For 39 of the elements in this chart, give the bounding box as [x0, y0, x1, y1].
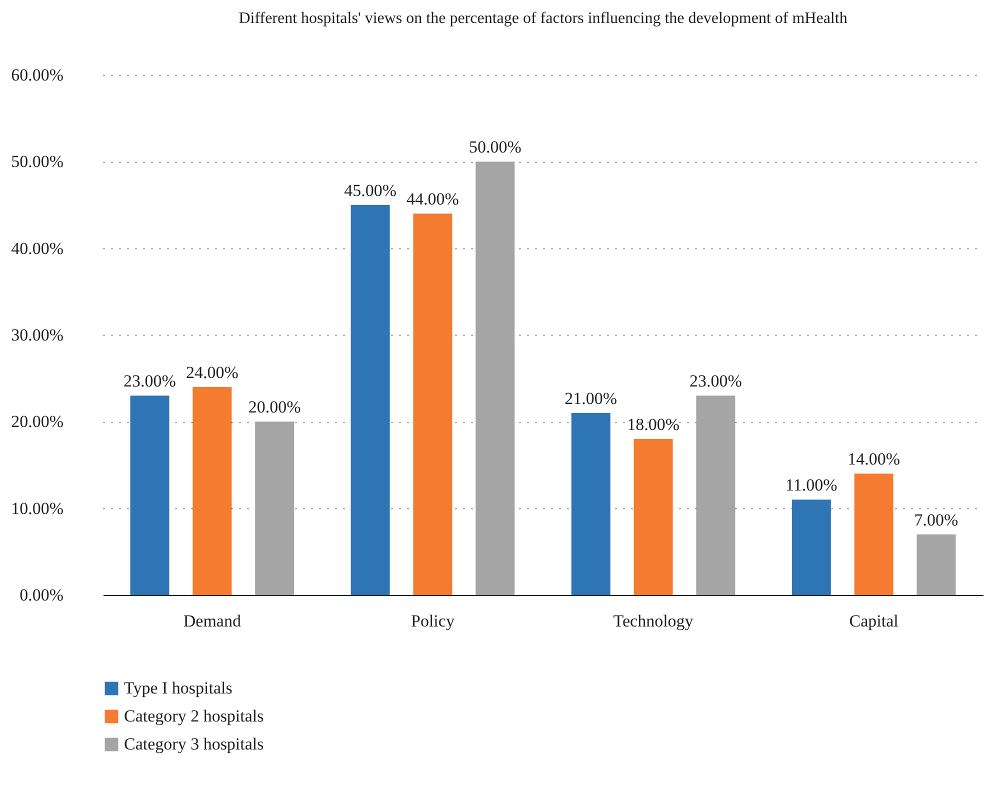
data-label: 23.00%: [689, 372, 742, 391]
legend-label: Category 2 hospitals: [124, 706, 264, 726]
bar: [350, 205, 390, 595]
y-tick-label: 0.00%: [20, 586, 64, 604]
data-label: 20.00%: [248, 398, 301, 417]
data-label: 24.00%: [186, 363, 238, 382]
data-label: 21.00%: [564, 389, 618, 408]
y-tick-label: 60.00%: [11, 66, 64, 84]
x-tick-label: Technology: [613, 612, 694, 630]
bar: [476, 162, 515, 595]
bar: [634, 439, 673, 595]
y-tick-label: 50.00%: [11, 152, 64, 172]
data-label: 50.00%: [468, 138, 522, 157]
bar: [130, 396, 170, 595]
bar: [792, 500, 831, 595]
x-tick-label: Policy: [411, 612, 455, 630]
data-label: 45.00%: [344, 181, 397, 200]
data-label: 11.00%: [786, 476, 838, 495]
bar: [255, 422, 294, 595]
y-tick-label: 10.00%: [11, 498, 64, 518]
chart-title: Different hospitals' views on the percentage of factors influencing the development of mHealth: [238, 10, 848, 27]
legend-label: Category 3 hospitals: [124, 734, 264, 754]
bar: [916, 534, 956, 595]
bar: [696, 396, 736, 595]
y-tick-label: 40.00%: [11, 238, 64, 258]
data-label: 44.00%: [406, 190, 459, 209]
bar: [413, 214, 452, 595]
bar: [571, 413, 610, 595]
x-tick-label: Capital: [849, 612, 899, 630]
legend-label: Type I hospitals: [124, 678, 232, 698]
data-label: 18.00%: [627, 415, 680, 434]
data-label: 14.00%: [848, 450, 900, 469]
y-tick-label: 30.00%: [11, 326, 64, 344]
y-tick-label: 20.00%: [11, 412, 64, 432]
bar: [854, 474, 894, 595]
data-label: 23.00%: [124, 372, 176, 391]
bar: [192, 387, 232, 595]
data-label: 7.00%: [914, 510, 958, 530]
x-tick-label: Demand: [183, 612, 242, 630]
